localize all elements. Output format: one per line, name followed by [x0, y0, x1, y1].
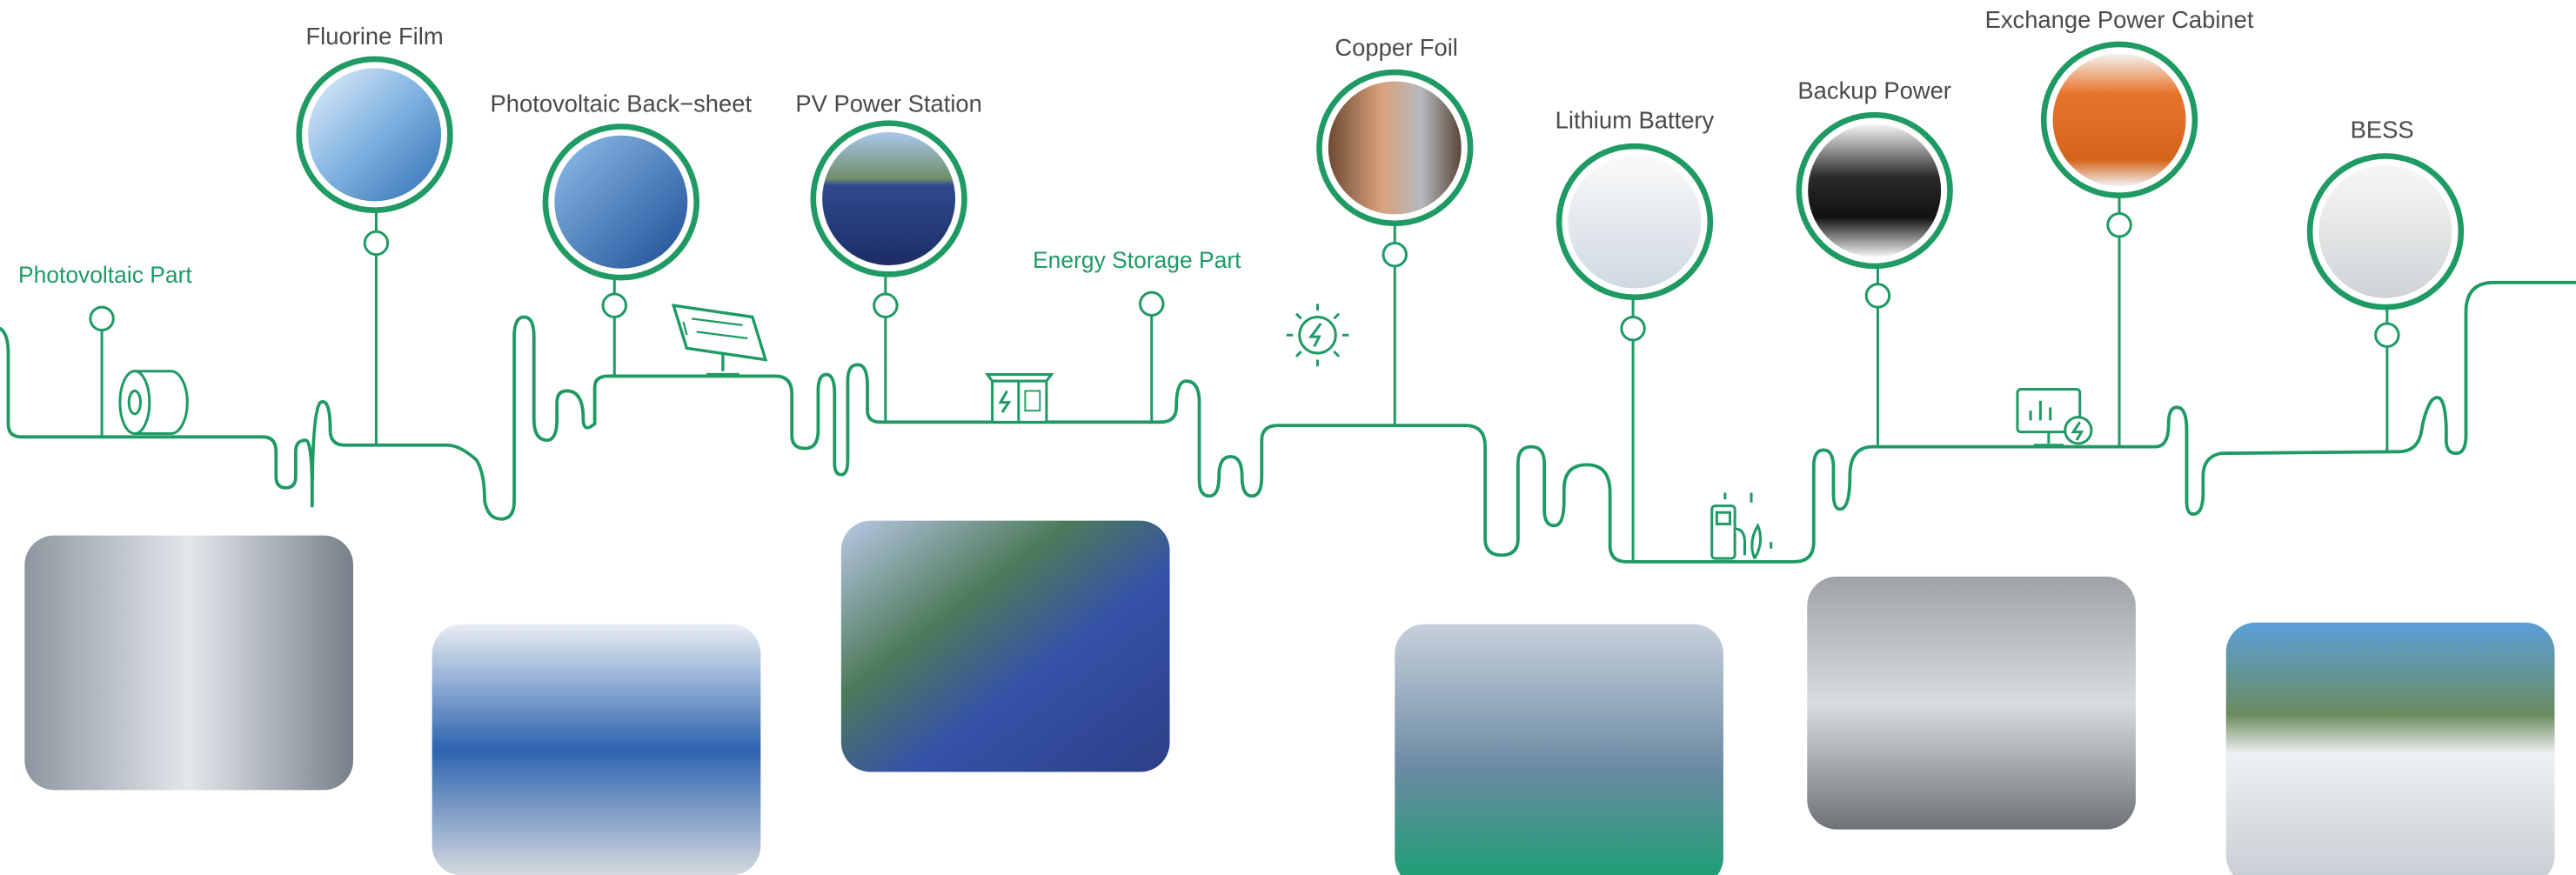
product-label: Copper Foil [1335, 34, 1458, 61]
product-label: Exchange Power Cabinet [1985, 6, 2254, 33]
node [1620, 315, 1646, 342]
product-label: PV Power Station [795, 90, 982, 117]
product-image [1328, 81, 1462, 215]
production-line-photo [1807, 576, 2136, 830]
chain-line [0, 280, 2576, 564]
node [1139, 291, 1165, 317]
energy-cabinet-icon [984, 373, 1054, 424]
section-label: Photovoltaic Part [18, 262, 192, 288]
node [1864, 283, 1891, 309]
product-image [1808, 124, 1942, 257]
section-label: Energy Storage Part [1033, 247, 1241, 273]
product-label: Fluorine Film [305, 23, 443, 50]
film-roll-icon [118, 370, 189, 436]
product-label: BESS [2351, 117, 2414, 144]
labels-and-nodes: Photovoltaic Part Energy Storage Part Fluo… [18, 6, 2465, 562]
product-image [1568, 155, 1702, 289]
charging-station-icon [1710, 492, 1773, 560]
power-sun-icon [1286, 304, 1349, 367]
factory-photo [432, 624, 761, 875]
workshop-photo [1395, 624, 1723, 875]
product-image [822, 132, 956, 265]
product-image [308, 68, 442, 202]
node [363, 230, 390, 257]
node [873, 292, 899, 318]
solar-farm-photo [840, 520, 1170, 772]
solar-panel-icon [671, 304, 768, 377]
node [1382, 241, 1408, 268]
product-image [554, 135, 688, 269]
product-image [2318, 164, 2452, 298]
product-label: Lithium Battery [1556, 106, 1715, 133]
node [89, 305, 115, 332]
factory-photo [24, 535, 354, 791]
node [2106, 211, 2132, 238]
monitor-icon [2016, 388, 2093, 447]
diagram-body: Photovoltaic Part Energy Storage Part Fluo… [0, 6, 2576, 875]
product-label: Backup Power [1797, 77, 1951, 104]
bess-site-photo [2225, 622, 2555, 875]
product-label: Photovoltaic Back−sheet [491, 90, 753, 117]
product-image [2052, 53, 2186, 187]
node [601, 292, 627, 318]
node [2374, 322, 2400, 348]
